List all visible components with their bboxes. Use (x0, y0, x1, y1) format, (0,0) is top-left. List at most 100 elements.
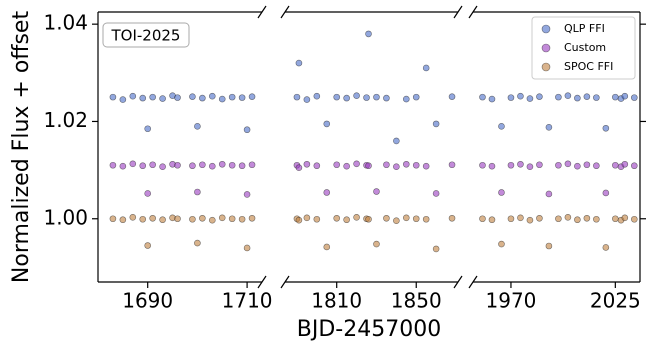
data-point (243, 126, 251, 134)
data-point (238, 215, 246, 223)
y-tick-label: 1.04 (43, 11, 88, 35)
data-point (159, 95, 166, 102)
data-point (545, 123, 553, 131)
data-point (323, 120, 331, 128)
data-point (555, 93, 562, 101)
data-point (333, 161, 341, 169)
data-point (248, 214, 256, 222)
data-point (383, 94, 390, 102)
axis-break (468, 275, 478, 289)
data-point (602, 124, 610, 132)
data-point (363, 94, 370, 101)
data-point (631, 215, 638, 223)
data-point (243, 244, 251, 252)
y-tick-label: 1.02 (43, 108, 88, 132)
data-point (422, 215, 430, 223)
data-point (303, 214, 311, 222)
annotation: TOI-2025 (111, 27, 181, 45)
data-point (218, 95, 226, 103)
data-point (488, 216, 496, 224)
data-point (564, 160, 572, 168)
data-point (323, 189, 331, 196)
data-point (174, 215, 181, 223)
data-point (149, 214, 156, 222)
data-point (612, 215, 619, 223)
legend-label: SPOC FFI (564, 60, 613, 73)
legend-label: QLP FFI (564, 22, 605, 35)
data-point (194, 188, 201, 196)
data-point (488, 95, 496, 103)
data-point (199, 214, 206, 222)
data-point (479, 161, 486, 169)
data-point (422, 162, 430, 170)
data-point (612, 161, 619, 169)
data-point (545, 242, 553, 250)
data-point (507, 161, 515, 169)
y-tick-label: 1.00 (43, 205, 88, 229)
data-point (602, 189, 610, 197)
data-point (498, 123, 505, 130)
data-point (303, 160, 311, 168)
axis-break (280, 275, 290, 289)
data-point (119, 162, 127, 170)
axis-break (257, 275, 267, 289)
data-point (545, 190, 553, 198)
data-point (333, 214, 341, 222)
axis-break (453, 275, 463, 289)
data-point (536, 93, 543, 100)
data-point (621, 92, 629, 100)
data-point (393, 137, 400, 145)
data-point (393, 163, 400, 171)
data-point (373, 240, 380, 248)
data-point (383, 214, 390, 222)
data-point (119, 216, 127, 224)
axis-break (257, 5, 267, 19)
data-point (448, 214, 456, 222)
data-point (526, 95, 534, 102)
data-point (507, 215, 515, 223)
data-point (574, 94, 581, 102)
data-point (432, 190, 440, 197)
data-point (621, 160, 629, 168)
data-point (295, 164, 303, 171)
data-point (209, 216, 216, 224)
data-point (479, 215, 486, 223)
data-point (129, 160, 137, 168)
data-point (194, 123, 201, 130)
data-point (536, 214, 543, 222)
data-point (144, 125, 151, 133)
data-point (109, 161, 117, 169)
data-point (593, 215, 600, 223)
data-point (448, 161, 456, 169)
data-point (109, 215, 117, 223)
data-point (144, 242, 151, 249)
data-point (479, 93, 486, 101)
data-point (174, 94, 181, 101)
data-point (209, 162, 216, 170)
data-point (631, 94, 638, 101)
data-point (238, 94, 246, 101)
legend-marker (541, 62, 551, 72)
axis-break (468, 5, 478, 19)
data-point (194, 239, 201, 247)
data-point (109, 93, 117, 101)
data-point (343, 162, 350, 170)
data-point (555, 215, 562, 223)
data-point (488, 162, 496, 170)
x-tick-label: 1970 (486, 289, 537, 313)
data-point (343, 94, 350, 102)
axis-break (453, 5, 463, 19)
data-point (365, 30, 372, 38)
data-point (248, 93, 256, 100)
data-point (564, 92, 572, 99)
data-point (313, 215, 321, 223)
data-point (555, 161, 562, 169)
data-point (343, 216, 350, 224)
data-point (228, 93, 236, 101)
legend-label: Custom (564, 41, 606, 54)
data-point (574, 216, 581, 224)
data-point (631, 162, 638, 170)
data-point (149, 161, 156, 169)
data-point (593, 94, 600, 101)
data-point (583, 161, 591, 169)
